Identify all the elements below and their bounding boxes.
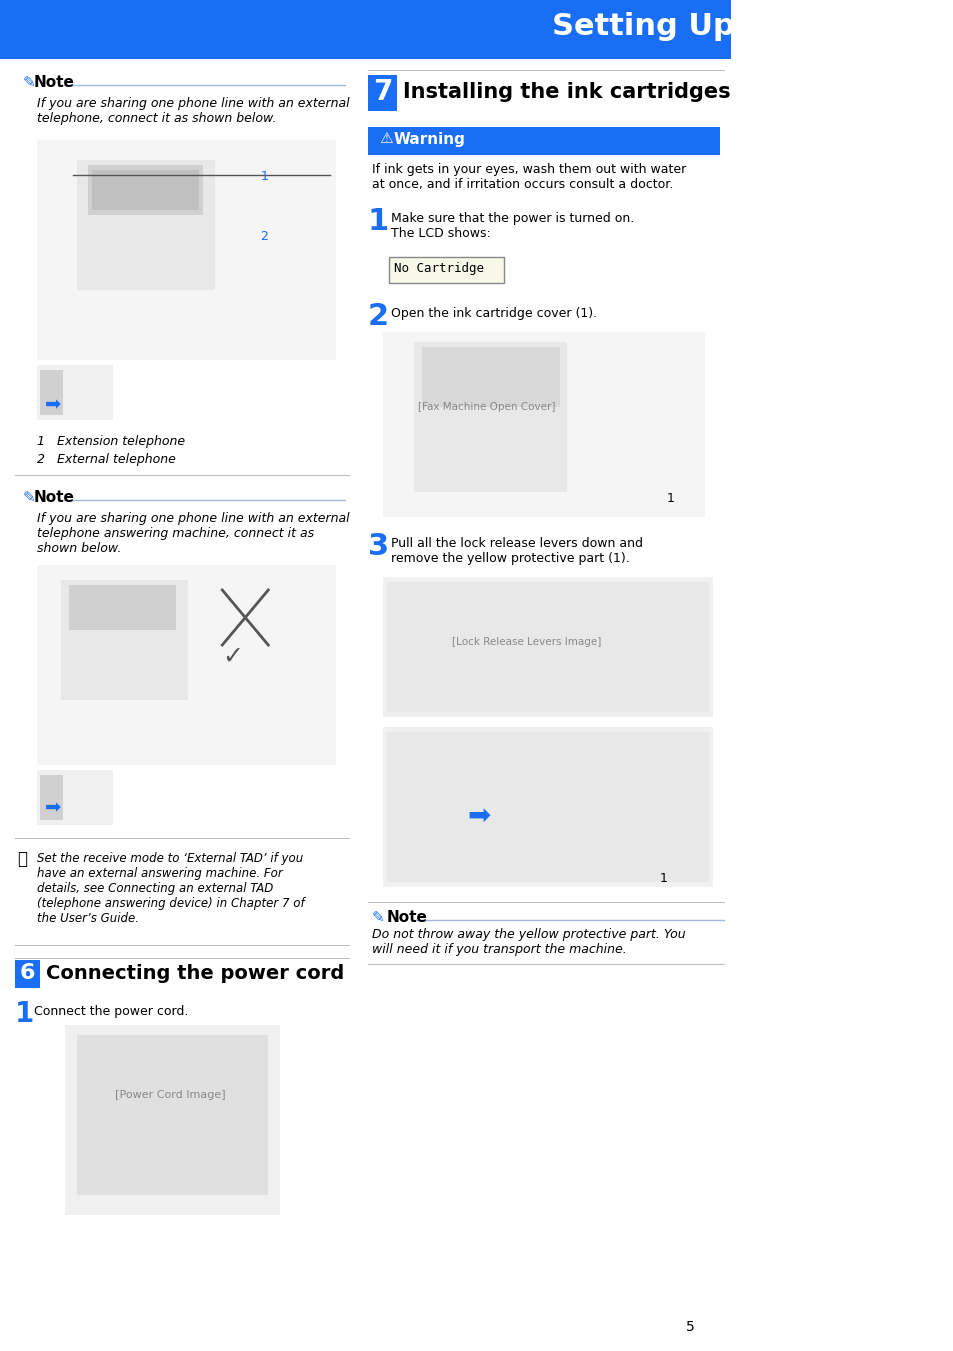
Text: If ink gets in your eyes, wash them out with water
at once, and if irritation oc: If ink gets in your eyes, wash them out … [372,163,685,190]
FancyBboxPatch shape [37,365,113,420]
Text: Note: Note [33,490,74,505]
Text: 1: 1 [368,207,389,236]
Text: ⚠: ⚠ [379,131,393,146]
Text: 1   Extension telephone: 1 Extension telephone [37,435,185,449]
Text: Connecting the power cord: Connecting the power cord [46,965,344,984]
Text: ✎: ✎ [372,911,384,925]
FancyBboxPatch shape [383,332,704,517]
FancyBboxPatch shape [421,347,559,407]
Text: Do not throw away the yellow protective part. You
will need it if you transport : Do not throw away the yellow protective … [372,928,684,957]
Text: ➡: ➡ [45,394,61,413]
Text: Warning: Warning [394,132,465,147]
FancyBboxPatch shape [76,159,214,290]
FancyBboxPatch shape [414,342,567,492]
Text: 6: 6 [20,963,35,984]
FancyBboxPatch shape [368,127,720,155]
Text: If you are sharing one phone line with an external
telephone, connect it as show: If you are sharing one phone line with a… [37,97,349,126]
FancyBboxPatch shape [91,170,199,209]
Text: [Power Cord Image]: [Power Cord Image] [115,1090,225,1100]
Text: Set the receive mode to ‘External TAD’ if you
have an external answering machine: Set the receive mode to ‘External TAD’ i… [37,852,304,925]
Text: 7: 7 [373,78,392,105]
Text: Installing the ink cartridges: Installing the ink cartridges [403,82,730,101]
FancyBboxPatch shape [387,732,708,882]
Text: If you are sharing one phone line with an external
telephone answering machine, : If you are sharing one phone line with a… [37,512,349,555]
Text: 2: 2 [368,303,389,331]
Text: 1: 1 [15,1000,34,1028]
Text: ✎: ✎ [23,76,35,91]
Text: Note: Note [33,76,74,91]
FancyBboxPatch shape [61,580,188,700]
FancyBboxPatch shape [37,565,335,765]
FancyBboxPatch shape [368,76,396,111]
Text: 5: 5 [685,1320,694,1333]
Text: Note: Note [386,911,427,925]
FancyBboxPatch shape [40,370,63,415]
FancyBboxPatch shape [40,775,63,820]
FancyBboxPatch shape [37,770,113,825]
FancyBboxPatch shape [389,257,504,282]
Text: ✎: ✎ [23,490,35,505]
Text: Open the ink cartridge cover (1).: Open the ink cartridge cover (1). [391,307,597,320]
Text: 1: 1 [666,492,674,505]
Text: ✓: ✓ [222,644,243,669]
Text: [Lock Release Levers Image]: [Lock Release Levers Image] [452,638,601,647]
FancyBboxPatch shape [387,582,708,712]
Text: Pull all the lock release levers down and
remove the yellow protective part (1).: Pull all the lock release levers down an… [391,536,642,565]
FancyBboxPatch shape [383,577,712,717]
Text: Setting Up the Machine: Setting Up the Machine [551,12,953,41]
FancyBboxPatch shape [76,1035,268,1196]
Text: 3: 3 [368,532,389,561]
Text: 🔍: 🔍 [17,850,27,867]
Text: ➡: ➡ [467,802,490,830]
FancyBboxPatch shape [15,961,40,988]
FancyBboxPatch shape [69,585,176,630]
Text: [Fax Machine Open Cover]: [Fax Machine Open Cover] [417,403,555,412]
FancyBboxPatch shape [37,141,335,359]
Text: 2: 2 [260,230,268,243]
Bar [389,257,504,282]
Text: Make sure that the power is turned on.
The LCD shows:: Make sure that the power is turned on. T… [391,212,634,240]
Text: Connect the power cord.: Connect the power cord. [34,1005,189,1019]
FancyBboxPatch shape [65,1025,279,1215]
Text: ➡: ➡ [45,798,61,817]
Text: 1: 1 [260,170,268,182]
FancyBboxPatch shape [0,0,730,59]
Text: 1: 1 [659,871,666,885]
Text: No Cartridge: No Cartridge [394,262,483,276]
FancyBboxPatch shape [88,165,203,215]
Text: 2   External telephone: 2 External telephone [37,453,175,466]
FancyBboxPatch shape [383,727,712,888]
